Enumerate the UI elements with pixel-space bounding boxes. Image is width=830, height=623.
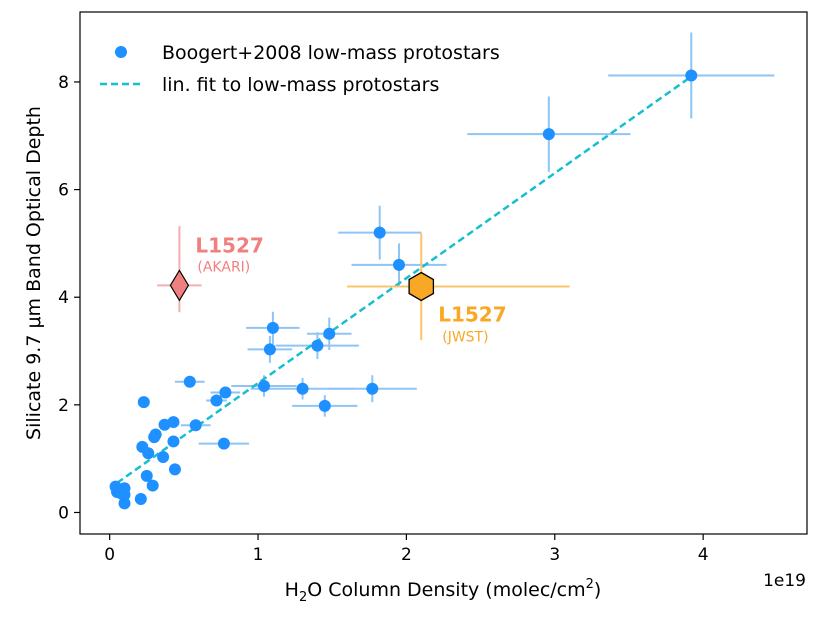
data-point — [210, 394, 223, 407]
data-point — [167, 435, 180, 448]
data-point — [263, 343, 276, 356]
data-point — [157, 451, 170, 464]
legend-label-points: Boogert+2008 low-mass protostars — [162, 42, 500, 64]
akari-sublabel: (AKARI) — [197, 259, 250, 275]
data-point — [217, 437, 230, 450]
data-point — [167, 416, 180, 429]
data-point — [318, 399, 331, 412]
data-point — [257, 380, 270, 393]
x-axis-title: H2O Column Density (molec/cm2) — [285, 577, 602, 605]
data-point — [296, 382, 309, 395]
data-point — [168, 463, 181, 476]
jwst-label: L1527 — [438, 302, 506, 326]
x-axis-offset-label: 1e19 — [763, 571, 806, 591]
data-point — [392, 258, 405, 271]
data-point — [373, 226, 386, 239]
data-point — [266, 321, 279, 334]
data-point — [542, 128, 555, 141]
y-tick-label: 2 — [58, 396, 69, 416]
fit-line-group — [116, 75, 692, 484]
x-tick-label: 1 — [253, 545, 264, 565]
data-point — [366, 382, 379, 395]
data-point — [183, 375, 196, 388]
data-point — [189, 419, 202, 432]
legend: Boogert+2008 low-mass protostars lin. fi… — [100, 42, 500, 96]
y-tick-label: 8 — [58, 73, 69, 93]
data-point — [118, 497, 131, 510]
data-point — [118, 488, 131, 501]
x-tick-label: 3 — [549, 545, 560, 565]
data-point — [134, 493, 147, 506]
akari-label: L1527 — [195, 233, 263, 257]
akari-diamond-marker — [169, 269, 190, 302]
x-tick-label: 0 — [104, 545, 115, 565]
data-point — [219, 386, 232, 399]
data-point — [137, 396, 150, 409]
x-tick-label: 2 — [401, 545, 412, 565]
annotations-group: L1527 (AKARI) L1527 (JWST) — [157, 226, 570, 345]
jwst-sublabel: (JWST) — [442, 329, 488, 345]
data-point — [140, 469, 153, 482]
data-point — [311, 339, 324, 352]
linear-fit-line — [116, 75, 692, 484]
jwst-hexagon-marker — [408, 271, 435, 302]
legend-label-fit: lin. fit to low-mass protostars — [162, 74, 439, 96]
data-point — [142, 447, 155, 460]
legend-marker-points — [115, 46, 127, 58]
y-tick-label: 0 — [58, 503, 69, 523]
data-point — [149, 428, 162, 441]
data-point — [146, 479, 159, 492]
y-tick-label: 6 — [58, 181, 69, 201]
data-points-group — [109, 69, 698, 510]
axis-ticks: 0 1 2 3 4 0 2 4 6 8 — [58, 73, 708, 565]
y-tick-label: 4 — [58, 288, 69, 308]
data-point — [323, 327, 336, 340]
plot-frame — [79, 11, 808, 535]
data-point — [685, 69, 698, 82]
y-axis-title: Silicate 9.7 μm Band Optical Depth — [23, 106, 45, 440]
x-tick-label: 4 — [698, 545, 709, 565]
